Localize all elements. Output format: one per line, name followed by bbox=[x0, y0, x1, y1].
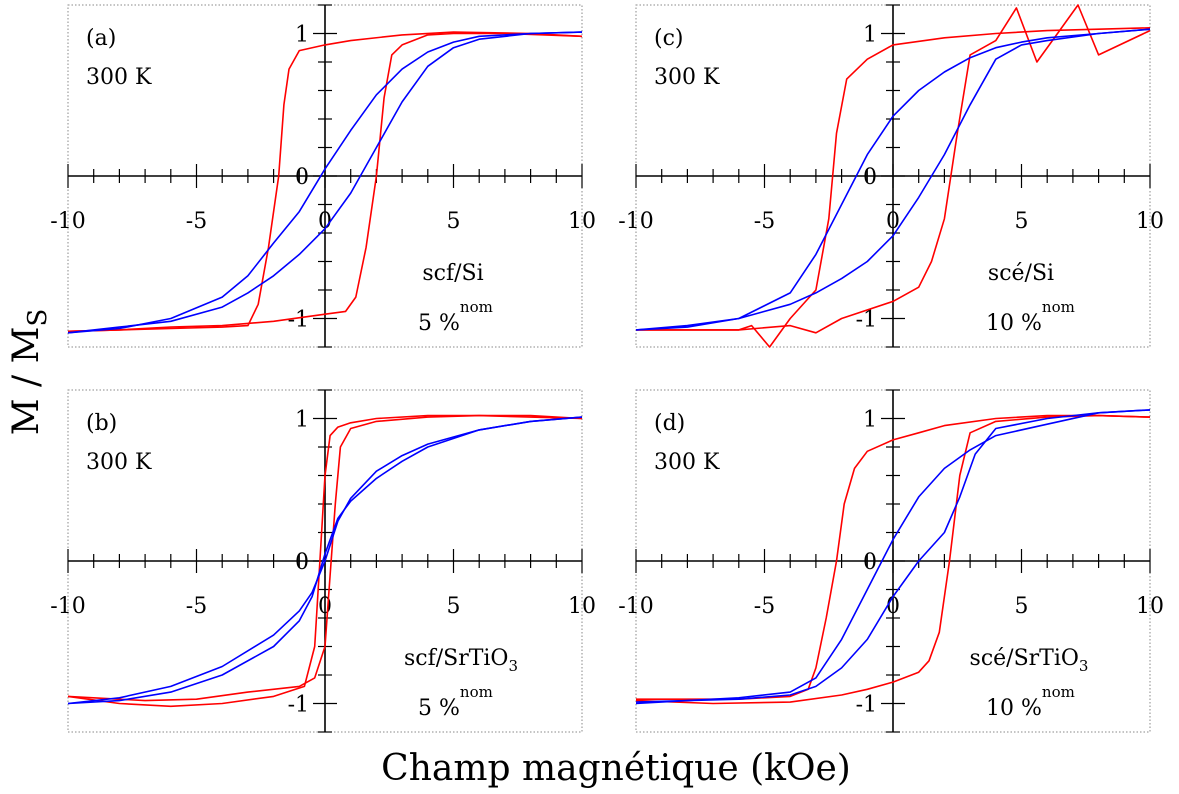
x-tick-label: 0 bbox=[886, 209, 900, 234]
y-tick-label: 0 bbox=[295, 165, 309, 190]
sample-label: scé/SrTiO3 bbox=[970, 646, 1089, 675]
x-tick-label: 0 bbox=[318, 209, 332, 234]
panel-label: (b) bbox=[86, 411, 117, 436]
series-line-1 bbox=[636, 27, 1151, 348]
concentration-label: 5 %nom bbox=[418, 683, 493, 721]
series-line-3 bbox=[67, 416, 583, 705]
y-tick-label: 1 bbox=[295, 408, 309, 433]
y-axis-title-main: M / M bbox=[6, 327, 47, 436]
sample-label: scf/Si bbox=[422, 261, 483, 286]
y-axis-title-sub: S bbox=[23, 309, 53, 327]
x-tick-label: 10 bbox=[1136, 594, 1164, 619]
x-tick-label: -10 bbox=[618, 594, 653, 619]
series-line-3 bbox=[635, 28, 1151, 331]
y-tick-label: -1 bbox=[288, 308, 309, 333]
y-tick-label: 0 bbox=[863, 165, 877, 190]
series-line-4 bbox=[635, 28, 1151, 331]
concentration-label: 10 %nom bbox=[986, 298, 1075, 336]
y-tick-label: 0 bbox=[863, 550, 877, 575]
series-line-4 bbox=[67, 31, 583, 334]
series-line-3 bbox=[635, 409, 1151, 703]
series-line-2 bbox=[67, 32, 583, 333]
temperature-label: 300 K bbox=[654, 450, 720, 475]
panel-label: (a) bbox=[86, 26, 116, 51]
x-tick-label: 5 bbox=[1015, 594, 1029, 619]
sample-label: scé/Si bbox=[988, 261, 1054, 286]
series-line-3 bbox=[67, 31, 583, 334]
concentration-label: 10 %nom bbox=[986, 683, 1075, 721]
y-tick-label: 1 bbox=[295, 23, 309, 48]
x-tick-label: 10 bbox=[568, 594, 596, 619]
x-tick-label: 10 bbox=[568, 209, 596, 234]
x-tick-label: -5 bbox=[754, 594, 775, 619]
x-axis-title: Champ magnétique (kOe) bbox=[381, 748, 851, 789]
series-line-1 bbox=[67, 31, 583, 333]
panel-label: (c) bbox=[654, 26, 684, 51]
temperature-label: 300 K bbox=[86, 65, 152, 90]
x-tick-label: 5 bbox=[447, 209, 461, 234]
y-tick-label: 1 bbox=[863, 23, 877, 48]
x-tick-label: 0 bbox=[318, 594, 332, 619]
series-line-1 bbox=[67, 414, 583, 708]
series-line-2 bbox=[636, 4, 1151, 334]
x-tick-label: -5 bbox=[754, 209, 775, 234]
series-line-4 bbox=[67, 416, 583, 705]
y-axis-title: M / MS bbox=[6, 309, 53, 436]
x-tick-label: -5 bbox=[186, 594, 207, 619]
panel-label: (d) bbox=[654, 411, 685, 436]
svg-text:M / MS: M / MS bbox=[6, 309, 53, 436]
y-tick-label: 0 bbox=[295, 550, 309, 575]
x-tick-label: -10 bbox=[618, 209, 653, 234]
concentration-label: 5 %nom bbox=[418, 298, 493, 336]
x-tick-label: -10 bbox=[50, 209, 85, 234]
temperature-label: 300 K bbox=[654, 65, 720, 90]
x-tick-label: 5 bbox=[1015, 209, 1029, 234]
y-tick-label: -1 bbox=[288, 693, 309, 718]
x-tick-label: 10 bbox=[1136, 209, 1164, 234]
x-tick-label: 5 bbox=[447, 594, 461, 619]
series-line-4 bbox=[635, 409, 1151, 705]
y-tick-label: 1 bbox=[863, 408, 877, 433]
sample-label: scf/SrTiO3 bbox=[404, 646, 518, 675]
x-tick-label: -10 bbox=[50, 594, 85, 619]
series-line-2 bbox=[635, 414, 1151, 705]
y-tick-label: -1 bbox=[856, 308, 877, 333]
x-tick-label: -5 bbox=[186, 209, 207, 234]
temperature-label: 300 K bbox=[86, 450, 152, 475]
x-tick-label: 0 bbox=[886, 594, 900, 619]
y-tick-label: -1 bbox=[856, 693, 877, 718]
